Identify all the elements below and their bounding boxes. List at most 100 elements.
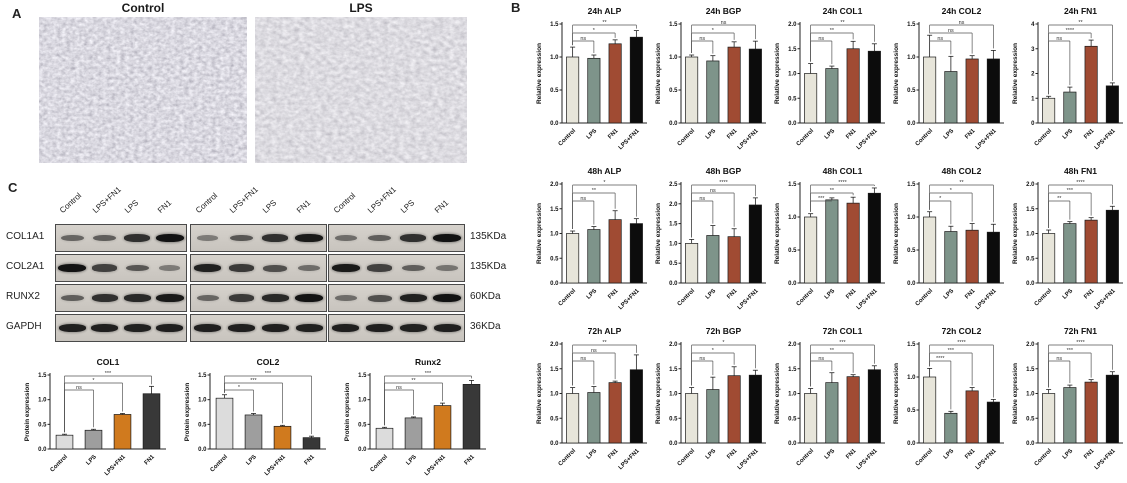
- bar-control: [923, 56, 937, 124]
- y-tick-label: 0.0: [38, 447, 47, 453]
- sig-label: **: [1078, 20, 1083, 26]
- blot-band: [334, 234, 357, 242]
- bar-fn1: [302, 437, 321, 450]
- sig-label: *: [92, 378, 95, 384]
- x-tick-label: LPS: [245, 454, 257, 466]
- y-tick-label: 1.0: [669, 392, 678, 398]
- x-tick-label: FN1: [1083, 288, 1096, 301]
- x-tick-label: FN1: [304, 454, 317, 467]
- x-tick-label: Control: [796, 128, 816, 148]
- y-axis-label: Protein expression: [184, 383, 191, 442]
- sig-label: ns: [959, 20, 965, 26]
- kda-label: 36KDa: [470, 321, 501, 332]
- sig-label: *: [238, 385, 241, 391]
- y-tick-label: 1.5: [788, 367, 797, 373]
- bar-lps-fn1: [986, 58, 1000, 124]
- y-tick-label: 2.0: [788, 22, 797, 28]
- sig-label: *: [712, 28, 715, 34]
- x-tick-label: Control: [915, 128, 935, 148]
- y-axis-label: Protein expression: [24, 383, 31, 442]
- blot-band: [156, 294, 184, 302]
- bar-chart-24h-bgp: 24h BGP Relative expression 0.0 0.5 1.0 1.5 Co…: [655, 6, 766, 151]
- bar-lps: [404, 417, 423, 450]
- bar-lps: [825, 68, 839, 124]
- chart-title: 48h COL2: [942, 166, 982, 176]
- x-tick-label: FN1: [726, 448, 739, 461]
- sig-label: ns: [76, 385, 82, 391]
- lane-label: LPS: [261, 198, 279, 215]
- bar-lps-fn1: [1105, 374, 1119, 444]
- blot-box: [328, 224, 465, 252]
- bar-lps: [944, 412, 958, 444]
- blot-band: [399, 294, 427, 302]
- x-tick-label: FN1: [607, 128, 620, 141]
- bar-control: [804, 393, 818, 444]
- sig-label: ns: [396, 385, 402, 391]
- bar-fn1: [727, 236, 741, 284]
- y-tick-label: 1.0: [550, 232, 559, 238]
- y-tick-label: 0.5: [1026, 256, 1035, 262]
- chart-title: 24h COL2: [942, 6, 982, 16]
- blot-band: [61, 234, 84, 242]
- chart-title: 48h BGP: [706, 166, 742, 176]
- panel-c-chart-row: COL1 Protein expression 0.0 0.5 1.0 1.5 Contro…: [20, 357, 492, 481]
- bar-fn1: [846, 48, 860, 124]
- y-tick-label: 1.5: [38, 373, 47, 379]
- x-tick-label: LPS+FN1: [1094, 128, 1117, 151]
- chart-title: 48h FN1: [1064, 166, 1097, 176]
- blot-band: [262, 234, 289, 242]
- y-tick-label: 0.0: [550, 121, 559, 127]
- sig-label: **: [602, 340, 607, 346]
- y-tick-label: 1: [1031, 96, 1035, 102]
- x-tick-label: LPS+FN1: [618, 128, 641, 151]
- blot-band: [228, 264, 255, 272]
- bar-lps-fn1: [1105, 209, 1119, 284]
- y-tick-label: 1.0: [550, 392, 559, 398]
- sig-label: ns: [580, 36, 586, 42]
- y-tick-label: 2.0: [550, 182, 559, 188]
- protein-label: GAPDH: [6, 321, 42, 332]
- chart-title: 72h FN1: [1064, 326, 1097, 336]
- y-tick-label: 0.0: [907, 281, 916, 287]
- blot-band: [228, 294, 255, 302]
- x-tick-label: LPS+FN1: [856, 448, 879, 471]
- y-axis-label: Protein expression: [344, 383, 351, 442]
- x-tick-label: Control: [1034, 128, 1054, 148]
- x-tick-label: FN1: [464, 454, 477, 467]
- sig-label: ****: [719, 180, 728, 186]
- bar-lps-fn1: [113, 414, 132, 450]
- y-tick-label: 3: [1031, 47, 1035, 53]
- sig-label: ns: [710, 188, 716, 194]
- bar-fn1: [727, 375, 741, 444]
- panel-b-chart-grid: 24h ALP Relative expression 0.0 0.5 1.0 1.5 Co…: [532, 2, 1127, 482]
- bar-lps: [587, 392, 601, 444]
- y-tick-label: 0.0: [907, 441, 916, 447]
- sig-label: *: [593, 28, 596, 34]
- bar-lps-fn1: [629, 36, 643, 124]
- chart-title: Runx2: [415, 357, 441, 367]
- chart-title: 72h ALP: [588, 326, 622, 336]
- bar-fn1: [142, 393, 161, 450]
- x-tick-label: FN1: [845, 128, 858, 141]
- y-tick-label: 1.5: [358, 373, 367, 379]
- sig-label: ****: [1076, 180, 1085, 186]
- bar-lps-fn1: [748, 204, 762, 284]
- y-tick-label: 0.5: [907, 248, 916, 254]
- bar-fn1: [1084, 219, 1098, 284]
- bar-control: [55, 434, 74, 450]
- blot-band: [262, 294, 289, 302]
- y-axis-label: Relative expression: [1012, 363, 1019, 424]
- bar-control: [685, 243, 699, 284]
- sig-label: **: [830, 28, 835, 34]
- y-axis-label: Relative expression: [893, 203, 900, 264]
- blot-band: [197, 234, 219, 242]
- y-tick-label: 0.0: [669, 281, 678, 287]
- bar-lps: [706, 235, 720, 284]
- kda-label: 135KDa: [470, 261, 507, 272]
- y-tick-label: 0.0: [788, 281, 797, 287]
- bar-lps-fn1: [748, 374, 762, 444]
- bar-lps-fn1: [1105, 85, 1119, 124]
- y-tick-label: 1.0: [669, 55, 678, 61]
- lane-label: LPS+FN1: [90, 184, 123, 215]
- chart-cell: 24h ALP Relative expression 0.0 0.5 1.0 1.5 Co…: [532, 2, 651, 162]
